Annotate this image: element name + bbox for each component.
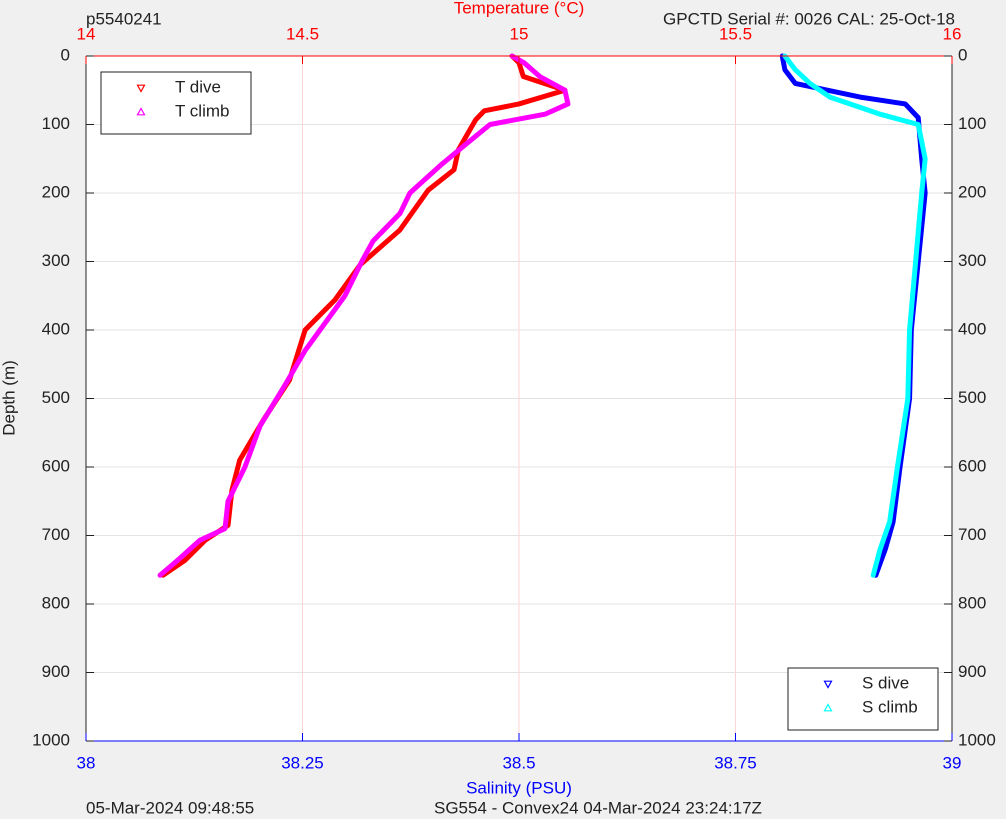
y-tick-label: 800 xyxy=(42,593,70,612)
y-tick-label: 500 xyxy=(42,388,70,407)
x-tick-label: 14 xyxy=(77,24,96,43)
y-tick-label: 900 xyxy=(42,662,70,681)
legend-marker xyxy=(823,703,833,712)
x2-tick-label: 39 xyxy=(943,753,962,772)
y-tick-label: 400 xyxy=(42,319,70,338)
legend-marker xyxy=(823,680,833,689)
subtitle: GPCTD Serial #: 0026 CAL: 25-Oct-18 xyxy=(663,9,955,28)
y2-tick-label: 900 xyxy=(958,662,986,681)
y2-tick-label: 400 xyxy=(958,319,986,338)
x-tick-label: 16 xyxy=(943,24,962,43)
y-tick-label: 200 xyxy=(42,182,70,201)
y2-tick-label: 1000 xyxy=(958,730,996,749)
y2-tick-label: 500 xyxy=(958,388,986,407)
plot xyxy=(157,53,928,578)
x2-axis-label: Salinity (PSU) xyxy=(466,778,572,797)
y2-tick-label: 200 xyxy=(958,182,986,201)
legend-label: S dive xyxy=(862,673,909,692)
y2-tick-label: 600 xyxy=(958,456,986,475)
y-tick-label: 600 xyxy=(42,456,70,475)
footer-left: 05-Mar-2024 09:48:55 xyxy=(86,798,254,817)
x2-tick-label: 38.5 xyxy=(502,753,535,772)
y-axis-label: Depth (m) xyxy=(0,360,18,436)
legend-label: T dive xyxy=(175,77,221,96)
x-tick-label: 15 xyxy=(510,24,529,43)
y2-tick-label: 800 xyxy=(958,593,986,612)
legend-box xyxy=(100,71,252,135)
y2-tick-label: 300 xyxy=(958,251,986,270)
y2-tick-label: 0 xyxy=(958,45,967,64)
y2-tick-label: 100 xyxy=(958,114,986,133)
profile-trace xyxy=(157,53,571,578)
legend-box xyxy=(787,667,939,731)
x-tick-label: 14.5 xyxy=(286,24,319,43)
footer-right: SG554 - Convex24 04-Mar-2024 23:24:17Z xyxy=(434,798,762,817)
legend-label: S climb xyxy=(862,697,918,716)
legend-label: T climb xyxy=(175,101,229,120)
x2-tick-label: 38 xyxy=(77,753,96,772)
x2-tick-label: 38.25 xyxy=(281,753,324,772)
x-tick-label: 15.5 xyxy=(719,24,752,43)
y-tick-label: 1000 xyxy=(32,730,70,749)
profile-trace xyxy=(779,53,928,578)
legend-marker xyxy=(136,107,146,116)
profile-trace xyxy=(160,53,568,578)
x-axis-label: Temperature (°C) xyxy=(454,0,585,17)
y-tick-label: 300 xyxy=(42,251,70,270)
y-tick-label: 100 xyxy=(42,114,70,133)
y2-tick-label: 700 xyxy=(958,525,986,544)
chart-title: p5540241 xyxy=(86,9,162,28)
legend-marker xyxy=(136,84,146,93)
y-tick-label: 0 xyxy=(61,45,70,64)
profile-trace xyxy=(782,53,928,578)
y-tick-label: 700 xyxy=(42,525,70,544)
x2-tick-label: 38.75 xyxy=(714,753,757,772)
